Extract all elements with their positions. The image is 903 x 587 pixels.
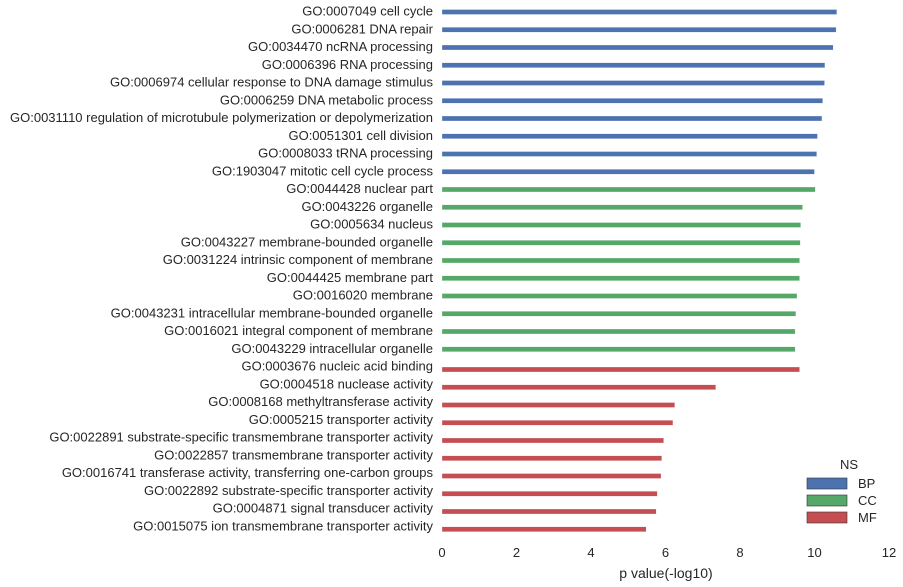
legend-label-cc: CC xyxy=(858,493,877,508)
bar-mf xyxy=(441,508,657,515)
bar-mf xyxy=(441,473,662,479)
category-label: GO:0016020 membrane xyxy=(293,288,433,303)
bar-cc xyxy=(441,346,796,352)
x-tick-label: 12 xyxy=(882,545,896,560)
category-label: GO:0016021 integral component of membran… xyxy=(164,323,433,338)
category-label: GO:0015075 ion transmembrane transporter… xyxy=(133,518,433,533)
category-label: GO:0007049 cell cycle xyxy=(302,4,433,19)
category-label: GO:0006259 DNA metabolic process xyxy=(220,92,434,107)
bar-cc xyxy=(441,257,800,264)
category-label: GO:0004871 signal transducer activity xyxy=(213,501,434,516)
legend-label-bp: BP xyxy=(858,476,875,491)
category-label: GO:0051301 cell division xyxy=(288,128,433,143)
category-label: GO:0034470 ncRNA processing xyxy=(248,39,433,54)
bar-bp xyxy=(441,80,825,86)
category-label: GO:1903047 mitotic cell cycle process xyxy=(212,163,434,178)
category-label: GO:0044428 nuclear part xyxy=(286,181,433,196)
bar-mf xyxy=(441,366,800,373)
category-label: GO:0043229 intracellular organelle xyxy=(231,341,433,356)
category-label: GO:0022892 substrate-specific transporte… xyxy=(144,483,434,498)
category-label: GO:0008168 methyltransferase activity xyxy=(208,394,433,409)
bar-mf xyxy=(441,420,674,426)
bar-cc xyxy=(441,311,797,317)
category-label: GO:0022857 transmembrane transporter act… xyxy=(154,447,433,462)
legend-title: NS xyxy=(840,457,858,472)
x-tick-label: 4 xyxy=(587,545,594,560)
x-axis-label: p value(-log10) xyxy=(619,565,712,581)
category-label: GO:0004518 nuclease activity xyxy=(260,376,434,391)
bar-cc xyxy=(441,328,796,335)
x-tick-label: 2 xyxy=(513,545,520,560)
bar-cc xyxy=(441,275,800,281)
bar-bp xyxy=(441,133,818,139)
bar-bp xyxy=(441,44,834,51)
bar-bp xyxy=(441,169,815,175)
category-labels-group: GO:0007049 cell cycle GO:0006281 DNA repa… xyxy=(10,4,434,534)
category-label: GO:0031110 regulation of microtubule pol… xyxy=(10,110,433,125)
category-label: GO:0008033 tRNA processing xyxy=(258,146,433,161)
category-label: GO:0031224 intrinsic component of membra… xyxy=(163,252,433,267)
bar-mf xyxy=(441,526,647,532)
legend-swatch-bp xyxy=(806,477,848,490)
legend-swatch-mf xyxy=(806,511,848,524)
bar-bp xyxy=(441,27,837,33)
x-tick-labels-group: 0 2 4 6 8 10 12 xyxy=(438,545,896,560)
x-tick-label: 6 xyxy=(662,545,669,560)
bar-bp xyxy=(441,62,826,68)
bar-mf xyxy=(441,491,658,497)
bar-cc xyxy=(441,222,801,228)
bar-cc xyxy=(441,204,803,210)
category-label: GO:0016741 transferase activity, transfe… xyxy=(62,465,434,480)
legend-label-mf: MF xyxy=(858,510,877,525)
bar-cc xyxy=(441,293,798,299)
x-tick-label: 0 xyxy=(438,545,445,560)
bar-mf xyxy=(441,402,675,408)
category-label: GO:0006974 cellular response to DNA dama… xyxy=(110,75,434,90)
category-label: GO:0043226 organelle xyxy=(301,199,433,214)
bar-mf xyxy=(441,384,716,390)
bar-cc xyxy=(441,240,801,246)
bar-mf xyxy=(441,455,662,461)
legend-swatch-cc xyxy=(806,494,848,507)
bar-bp xyxy=(441,115,823,122)
x-tick-label: 8 xyxy=(736,545,743,560)
category-label: GO:0043227 membrane-bounded organelle xyxy=(181,234,433,249)
bar-bp xyxy=(441,9,838,15)
category-label: GO:0006396 RNA processing xyxy=(262,57,433,72)
category-label: GO:0005634 nucleus xyxy=(310,217,433,232)
bar-bp xyxy=(441,151,817,157)
category-label: GO:0003676 nucleic acid binding xyxy=(241,359,433,374)
category-label: GO:0044425 membrane part xyxy=(267,270,434,285)
category-label: GO:0006281 DNA repair xyxy=(291,21,433,36)
category-label: GO:0043231 intracellular membrane-bounde… xyxy=(111,305,433,320)
category-label: GO:0005215 transporter activity xyxy=(249,412,434,427)
x-tick-label: 10 xyxy=(807,545,821,560)
bar-cc xyxy=(441,186,816,193)
bar-mf xyxy=(441,437,664,444)
legend: NS BP CC MF xyxy=(806,457,877,525)
category-label: GO:0022891 substrate-specific transmembr… xyxy=(49,430,433,445)
bars-group xyxy=(441,9,838,532)
bar-bp xyxy=(441,98,823,104)
